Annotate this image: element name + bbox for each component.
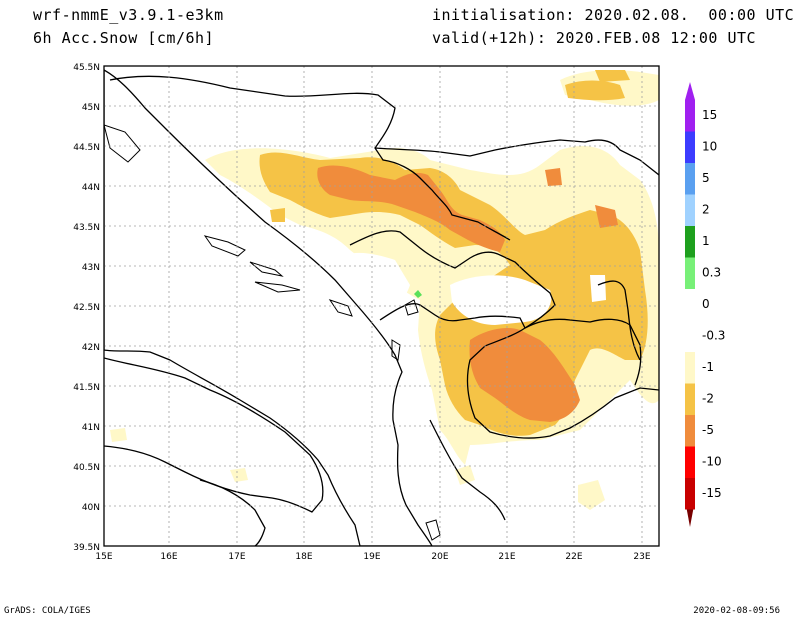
border-montenegro-kosovo bbox=[349, 230, 556, 329]
colorbar-label: -5 bbox=[702, 423, 714, 437]
colorbar-label: 0 bbox=[702, 297, 710, 311]
coastline-italy bbox=[104, 357, 324, 513]
colorbar-label: -0.3 bbox=[702, 329, 725, 343]
lat-label: 39.5N bbox=[73, 543, 100, 553]
lon-label: 22E bbox=[565, 552, 582, 562]
corfu-island bbox=[425, 519, 441, 541]
footer-credit: GrADS: COLA/IGES bbox=[4, 606, 91, 616]
snow-free-holes bbox=[344, 252, 606, 325]
colorbar-top-arrow bbox=[685, 82, 695, 100]
colorbar-label: 5 bbox=[702, 171, 710, 185]
init-time: initialisation: 2020.02.08. 00:00 UTC bbox=[432, 6, 795, 24]
colorbar-label: -1 bbox=[702, 360, 714, 374]
colorbar-cell bbox=[685, 415, 695, 447]
lat-label: 41N bbox=[82, 423, 100, 433]
colorbar-cell bbox=[685, 289, 695, 321]
valid-time: valid(+12h): 2020.FEB.08 12:00 UTC bbox=[432, 29, 757, 47]
lat-label: 45.5N bbox=[73, 63, 100, 73]
lon-label: 16E bbox=[160, 552, 177, 562]
colorbar-cell bbox=[685, 320, 695, 352]
border-serbia-north bbox=[374, 139, 659, 176]
lon-label: 19E bbox=[363, 552, 380, 562]
footer-timestamp: 2020-02-08-09:56 bbox=[693, 606, 780, 616]
colorbar-cell bbox=[685, 446, 695, 478]
colorbar-cell bbox=[685, 383, 695, 415]
coastline-calabria bbox=[199, 479, 266, 546]
colorbar-cell bbox=[685, 352, 695, 384]
lat-axis: 45.5N 45N 44.5N 44N 43.5N 43N 42.5N 42N … bbox=[73, 63, 100, 553]
colorbar-label: 1 bbox=[702, 234, 710, 248]
lat-label: 42N bbox=[82, 343, 100, 353]
lon-label: 18E bbox=[295, 552, 312, 562]
map-frame bbox=[103, 65, 660, 547]
istria-coast bbox=[104, 124, 141, 163]
snow-heavy-region bbox=[317, 165, 618, 422]
snow-positive-marker bbox=[414, 290, 422, 298]
dalmatian-islands bbox=[203, 235, 353, 317]
lon-axis: 15E 16E 17E 18E 19E 20E 21E 22E 23E bbox=[95, 552, 650, 562]
colorbar-label: -2 bbox=[702, 392, 714, 406]
border-macedonia-bulgaria bbox=[524, 318, 642, 386]
colorbar-cell bbox=[685, 131, 695, 163]
colorbar-cell bbox=[685, 226, 695, 258]
colorbar-label: 15 bbox=[702, 108, 717, 122]
map-gridlines bbox=[104, 66, 659, 546]
lon-label: 21E bbox=[498, 552, 515, 562]
lat-label: 44N bbox=[82, 183, 100, 193]
lon-label: 20E bbox=[431, 552, 448, 562]
lon-label: 15E bbox=[95, 552, 112, 562]
colorbar: 15 10 5 2 1 0.3 0 -0.3 -1 -2 -5 -10 -15 bbox=[685, 82, 725, 527]
coast-durres bbox=[391, 339, 401, 361]
colorbar-label: 10 bbox=[702, 140, 717, 154]
lon-label: 17E bbox=[228, 552, 245, 562]
lat-label: 42.5N bbox=[73, 303, 100, 313]
lat-label: 45N bbox=[82, 103, 100, 113]
border-albania-macedonia bbox=[379, 303, 659, 439]
colorbar-cell bbox=[685, 257, 695, 289]
snow-fields bbox=[104, 66, 659, 546]
lat-label: 40N bbox=[82, 503, 100, 513]
colorbar-label: 0.3 bbox=[702, 266, 721, 280]
lat-label: 43.5N bbox=[73, 223, 100, 233]
colorbar-label: -15 bbox=[702, 486, 722, 500]
model-title: wrf-nmmE_v3.9.1-e3km bbox=[33, 6, 224, 24]
lake-skadar bbox=[404, 299, 419, 316]
colorbar-cell bbox=[685, 478, 695, 510]
colorbar-cell bbox=[685, 163, 695, 195]
border-albania-greece bbox=[429, 419, 506, 521]
colorbar-label: -10 bbox=[702, 455, 722, 469]
border-croatia-bosnia bbox=[109, 75, 511, 241]
lat-label: 43N bbox=[82, 263, 100, 273]
field-title: 6h Acc.Snow [cm/6h] bbox=[33, 29, 215, 47]
lat-label: 41.5N bbox=[73, 383, 100, 393]
colorbar-cell bbox=[685, 100, 695, 132]
lat-label: 40.5N bbox=[73, 463, 100, 473]
colorbar-cell bbox=[685, 194, 695, 226]
lat-label: 44.5N bbox=[73, 143, 100, 153]
lon-label: 23E bbox=[633, 552, 650, 562]
coastline-adriatic bbox=[104, 69, 433, 546]
colorbar-label: 2 bbox=[702, 203, 710, 217]
